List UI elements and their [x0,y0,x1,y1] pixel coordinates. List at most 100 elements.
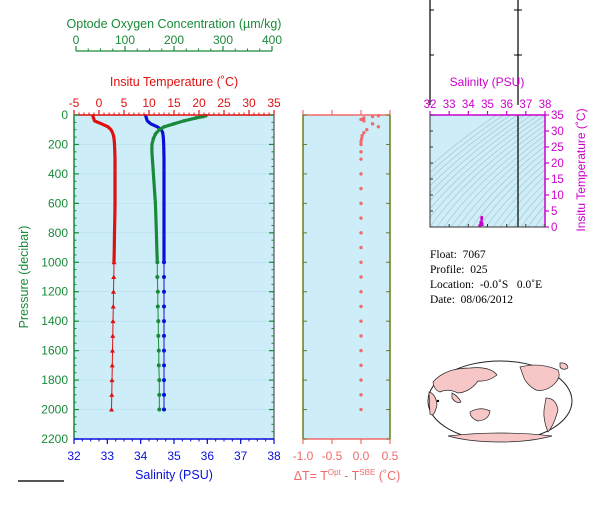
world-map [427,360,573,443]
temperature-point [110,348,115,353]
salinity-point [162,260,166,265]
continent [469,408,491,422]
credit-scribble [18,480,64,482]
delta-t-tick-label: 0.5 [382,449,399,463]
oxygen-tick-label: 0 [73,33,80,47]
ts-temperature-tick-label: 15 [551,174,564,186]
delta-t-point [365,128,369,132]
temperature-axis-label: Insitu Temperature (˚C) [110,75,238,89]
oxygen-point [153,132,158,136]
oxygen-axis-label: Optode Oxygen Concentration (µm/kg) [67,17,282,31]
temperature-tick-label: 20 [192,96,206,110]
temperature-tick-label: -5 [69,96,80,110]
salinity-axis-label: Salinity (PSU) [135,468,213,482]
continent [428,391,438,416]
delta-t-axis-label: ΔT= TOpt - TSBE (˚C) [294,468,401,483]
delta-t-tick-label: -0.5 [322,449,343,463]
temperature-tick-label: 30 [242,96,256,110]
oxygen-point [194,116,198,120]
ts-temperature-tick-label: 20 [551,158,564,170]
oxygen-point [162,124,166,129]
ts-salinity-tick-label: 38 [539,99,552,111]
delta-t-point [359,117,363,122]
salinity-tick-label: 36 [201,449,215,463]
salinity-point [162,363,166,368]
oxygen-point [157,392,162,397]
salinity-tick-label: 38 [267,449,281,463]
oxygen-point [182,119,186,123]
pressure-tick-label: 1600 [41,344,68,358]
main-series [91,113,208,412]
temperature-tick-label: 10 [142,96,156,110]
pressure-tick-label: 2200 [41,432,68,446]
salinity-point [162,392,166,397]
temperature-tick-label: 0 [96,96,103,110]
delta-t-point [359,275,363,279]
pressure-tick-label: 600 [48,196,68,210]
ts-temperature-tick-label: 25 [551,142,564,154]
delta-t-series [359,114,381,412]
density-contour [520,196,545,227]
continent [519,364,560,391]
oxygen-tick-label: 300 [213,33,233,47]
salinity-point [162,407,166,412]
oxygen-point [156,319,161,324]
main-plot-area [74,115,274,439]
salinity-tick-label: 35 [167,449,181,463]
delta-t-point [359,378,363,382]
pressure-tick-label: 800 [48,226,68,240]
delta-t-point [359,319,363,323]
oxygen-point [172,122,176,126]
oxygen-point [156,363,161,368]
density-contour [527,204,545,227]
density-contour [436,124,545,227]
density-contour [492,169,545,227]
ts-temperature-tick-label: 35 [551,110,564,122]
oxygen-point [157,378,162,383]
ts-temperature-tick-label: 10 [551,190,564,202]
density-contour [430,115,526,194]
ts-salinity-label: Salinity (PSU) [450,75,525,89]
continent [447,432,553,443]
temperature-line [91,114,117,264]
location: Location: -0.0˚S 0.0˚E [430,279,543,291]
salinity-tick-label: 34 [134,449,148,463]
oxygen-tick-label: 400 [262,33,282,47]
delta-t-point [359,172,363,176]
salinity-tick-label: 32 [67,449,81,463]
delta-t-point [359,157,363,161]
density-contour [457,140,545,227]
temperature-point [109,377,115,383]
delta-t-point [362,130,366,135]
density-contour [430,115,540,210]
continent [451,392,462,403]
ts-salinity-tick-label: 32 [424,99,437,111]
pressure-tick-label: 1400 [41,314,68,328]
oxygen-point [155,275,160,279]
delta-t-point [359,260,363,264]
oxygen-point [151,136,156,141]
density-contour [471,151,545,227]
ts-upper-frame [429,0,522,105]
ts-salinity-tick-label: 33 [443,99,456,111]
delta-t-plot-area [303,115,390,439]
delta-t-axis: -1.0 -0.5 0.0 0.5 [293,110,399,463]
pressure-tick-label: 400 [48,167,68,181]
salinity-point [162,348,166,353]
continent [432,367,498,394]
ts-point [478,223,482,227]
density-contour [430,115,545,219]
temperature-tick-label: 5 [121,96,128,110]
temperature-tick-label: 35 [267,96,281,110]
oxygen-tick-label: 200 [164,33,184,47]
continent [559,362,569,370]
density-contour [499,175,545,227]
density-contour [430,115,498,167]
pressure-tick-label: 2000 [41,403,68,417]
pressure-tick-label: 1000 [41,255,68,269]
density-contour [443,129,545,227]
delta-t-point [359,245,363,250]
ts-salinity-tick-label: 36 [500,99,513,111]
density-contour [430,115,505,173]
